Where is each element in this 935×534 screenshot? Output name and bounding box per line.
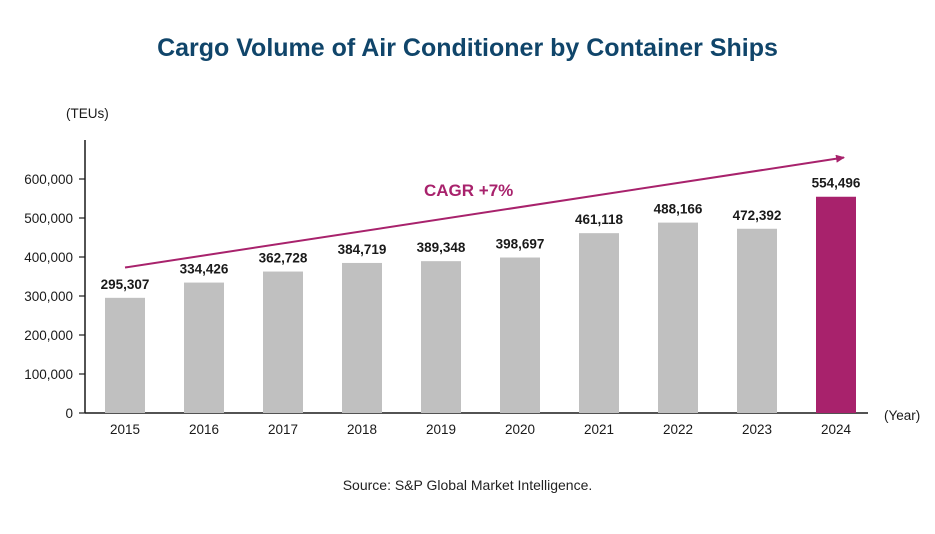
source-note: Source: S&P Global Market Intelligence.	[342, 477, 593, 493]
value-labels: 295,307 334,426 362,728 384,719 389,348 398,6…	[101, 176, 861, 292]
bars	[105, 196, 856, 413]
cagr-annotation: CAGR +7%	[124, 154, 845, 269]
cagr-label: CAGR +7%	[424, 181, 513, 200]
bar-2019	[421, 261, 461, 413]
x-tick-label: 2019	[426, 422, 456, 437]
bar-2018	[342, 262, 382, 413]
y-tick-label: 200,000	[24, 328, 73, 343]
value-label-2021: 461,118	[575, 212, 624, 227]
value-label-2015: 295,307	[101, 277, 150, 292]
bar-2016	[184, 282, 224, 413]
value-label-2020: 398,697	[496, 237, 545, 252]
y-tick-label: 600,000	[24, 172, 73, 187]
value-label-2022: 488,166	[654, 202, 703, 217]
y-tick-label: 400,000	[24, 250, 73, 265]
x-axis-unit-label: (Year)	[884, 408, 920, 423]
value-label-2018: 384,719	[338, 242, 387, 257]
x-tick-label: 2024	[821, 422, 852, 437]
x-tick-label: 2018	[347, 422, 377, 437]
bar-2021	[579, 233, 619, 413]
bar-2015	[105, 297, 145, 413]
y-tick-label: 100,000	[24, 367, 73, 382]
x-tick-label: 2020	[505, 422, 535, 437]
value-label-2019: 389,348	[417, 240, 466, 255]
value-label-2023: 472,392	[733, 208, 782, 223]
y-axis-unit-label: (TEUs)	[66, 106, 109, 121]
y-axis: 0 100,000 200,000 300,000 400,000 500,000 600,…	[24, 140, 86, 421]
x-tick-label: 2015	[110, 422, 140, 437]
value-label-2016: 334,426	[180, 262, 229, 277]
x-tick-label: 2022	[663, 422, 693, 437]
x-tick-label: 2016	[189, 422, 219, 437]
x-axis: 2015 2016 2017 2018 2019 2020 2021 2022 2023 2024	[85, 412, 868, 437]
y-tick-label: 300,000	[24, 289, 73, 304]
bar-2017	[263, 271, 303, 413]
bar-2023	[737, 228, 777, 413]
y-tick-label: 0	[65, 406, 73, 421]
bar-2022	[658, 222, 698, 413]
x-tick-label: 2017	[268, 422, 298, 437]
bar-2020	[500, 257, 540, 413]
y-tick-label: 500,000	[24, 211, 73, 226]
bar-2024	[816, 196, 856, 413]
value-label-2017: 362,728	[259, 251, 308, 266]
value-label-2024: 554,496	[812, 176, 861, 191]
cagr-arrow	[124, 154, 845, 269]
x-tick-label: 2023	[742, 422, 772, 437]
x-tick-label: 2021	[584, 422, 614, 437]
chart-title: Cargo Volume of Air Conditioner by Conta…	[157, 34, 778, 62]
